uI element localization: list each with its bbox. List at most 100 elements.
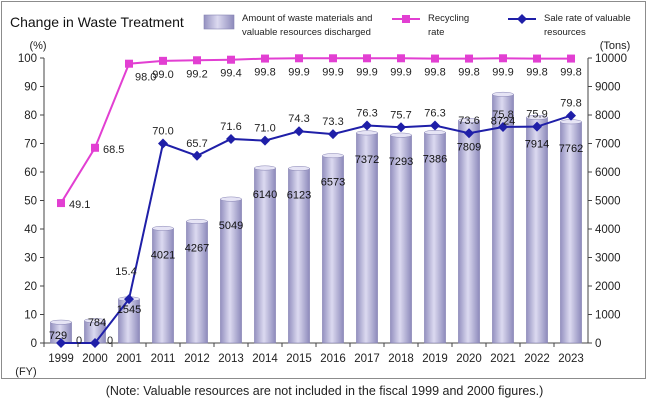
recycling-rate-label: 99.8 [254,67,275,79]
bar-top [220,196,242,202]
bar-value-label: 7809 [457,141,481,153]
sale-rate-point [328,129,338,140]
y-tick-label-left: 60 [24,167,37,179]
recycling-rate-label: 99.8 [560,67,581,79]
bar-top [186,218,208,224]
sale-rate-label: 0 [76,335,82,347]
combo-chart: 0102030405060708090100010002000300040005… [15,13,631,378]
recycling-rate-label: 68.5 [103,144,124,156]
sale-rate-label: 73.6 [458,115,479,127]
chart-title: Change in Waste Treatment [10,14,184,30]
chart-note: (Note: Valuable resources are not includ… [105,384,544,398]
recycling-rate-point [363,54,371,63]
legend-label-sale: Sale rate of valuable resources [544,13,631,38]
sale-rate-point [260,135,270,146]
sale-rate-label: 15.4 [115,266,136,278]
x-tick-label: 2012 [184,353,210,365]
y-tick-label-left: 80 [24,110,37,122]
recycling-rate-point [567,54,575,63]
sale-rate-label: 73.3 [322,116,343,128]
sale-rate-point [396,122,406,133]
sale-rate-label: 65.7 [186,138,207,150]
recycling-rate-point [91,143,99,152]
bar-value-label: 6123 [287,189,311,201]
recycling-rate-point [193,56,201,65]
sale-rate-point [226,133,236,144]
sale-rate-point [90,338,100,348]
y-tick-label-right: 2000 [595,281,621,293]
sale-rate-label: 0 [107,335,113,347]
y-tick-label-left: 50 [24,196,37,208]
x-tick-label: 2000 [82,353,108,365]
x-tick-label: 2023 [558,353,584,365]
x-tick-label: 2020 [456,353,482,365]
bar-value-label: 7386 [423,153,447,165]
sale-rate-label: 79.8 [560,98,581,110]
bar-top [322,153,344,159]
legend-swatch-bars [203,14,235,30]
legend-marker-recycling [402,15,410,23]
x-tick-label: 2011 [151,353,176,365]
recycling-rate-label: 99.8 [424,67,445,79]
recycling-rate-point [499,54,507,63]
sale-rate-point [532,121,542,132]
sale-rate-label: 71.6 [220,121,241,133]
sale-rate-point [430,120,440,131]
x-tick-label: 2017 [354,353,380,365]
x-tick-label: 1999 [48,353,74,365]
recycling-rate-label: 99.9 [390,66,411,78]
recycling-rate-label: 99.9 [356,66,377,78]
sale-rate-point [566,110,576,121]
recycling-rate-label: 99.8 [526,67,547,79]
recycling-rate-point [125,59,133,68]
y-tick-label-right: 9000 [595,82,621,94]
bar-top [84,318,106,324]
recycling-rate-point [159,56,167,65]
bar-value-label: 7293 [389,156,413,168]
bar-value-label: 4021 [151,249,175,261]
bar-value-label: 729 [49,330,67,342]
y-tick-label-right: 6000 [595,167,621,179]
bar [560,121,582,344]
bar-top [152,225,174,231]
x-tick-label: 2018 [388,353,414,365]
y-tick-label-right: 8000 [595,110,621,122]
y-tick-label-right: 4000 [595,224,621,236]
x-tick-label: 2013 [218,353,244,365]
y-tick-label-right: 0 [595,338,601,350]
bar-value-label: 6140 [253,189,277,201]
recycling-rate-point [57,199,65,208]
legend-label-bars: Amount of waste materials and valuable re… [242,13,372,38]
sale-rate-label: 75.7 [390,109,411,121]
recycling-rate-point [227,55,235,64]
sale-rate-label: 76.3 [356,108,377,120]
y-axis-unit-right: (Tons) [600,40,631,52]
bar-top [50,319,72,325]
bar-value-label: 7914 [525,138,549,150]
bar [152,228,174,344]
x-tick-label: 2015 [286,353,312,365]
y-tick-label-left: 40 [24,224,37,236]
y-tick-label-left: 10 [24,310,37,322]
sale-rate-label: 74.3 [288,113,309,125]
x-tick-label: 2022 [524,353,550,365]
y-tick-label-right: 7000 [595,139,621,151]
recycling-rate-point [431,54,439,63]
sale-rate-point [498,121,508,132]
recycling-rate-label: 49.1 [69,199,90,211]
y-tick-label-left: 70 [24,139,37,151]
recycling-rate-point [465,54,473,63]
bar-value-label: 4267 [185,242,209,254]
y-tick-label-left: 30 [24,253,37,265]
sale-rate-label: 75.9 [526,109,547,121]
recycling-rate-label: 99.8 [458,67,479,79]
x-tick-label: 2019 [422,353,448,365]
recycling-rate-label: 99.9 [492,66,513,78]
bar-value-label: 5049 [219,220,243,232]
y-tick-label-right: 5000 [595,196,621,208]
y-tick-label-left: 0 [31,338,37,350]
y-tick-label-left: 90 [24,82,37,94]
bar-top [390,132,412,138]
y-tick-label-right: 1000 [595,310,621,322]
x-tick-label: 2014 [252,353,278,365]
